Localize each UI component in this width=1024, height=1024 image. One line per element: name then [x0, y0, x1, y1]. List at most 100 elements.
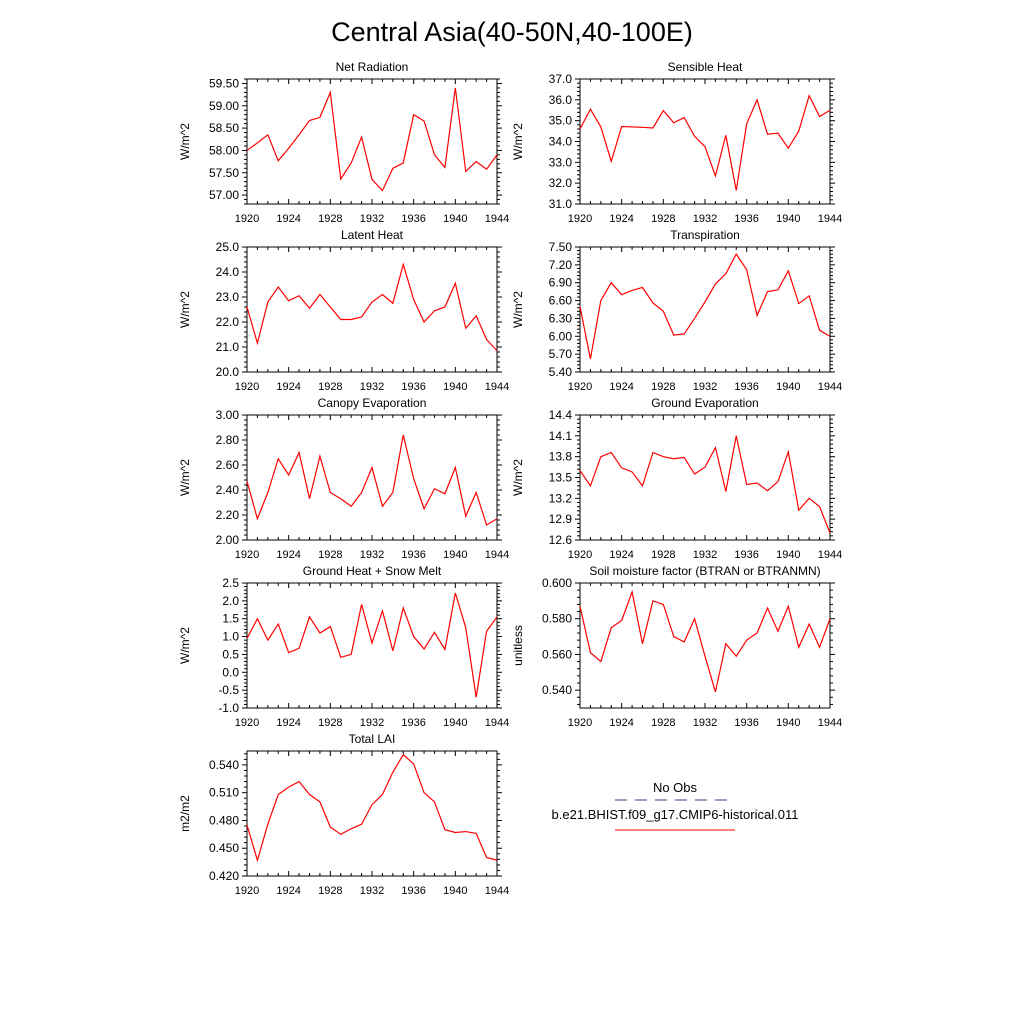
y-tick-label: 2.20	[216, 508, 240, 522]
x-tick-label: 1920	[235, 549, 259, 561]
y-tick-label: 6.00	[549, 329, 573, 343]
x-tick-label: 1940	[776, 717, 800, 729]
y-tick-label: 1.5	[222, 612, 239, 626]
panel-title: Transpiration	[670, 228, 740, 242]
y-tick-label: 0.5	[222, 647, 239, 661]
panel-total-lai: 1920 1924 1928 1932 1936 1940 1944 0.420 0.450 0.…	[178, 732, 509, 897]
x-tick-label: 1928	[318, 213, 342, 225]
x-tick-label: 1944	[485, 885, 509, 897]
panel-title: Ground Heat + Snow Melt	[303, 564, 442, 578]
x-tick-label: 1940	[776, 549, 800, 561]
x-tick-label: 1936	[401, 381, 425, 393]
x-tick-label: 1936	[401, 213, 425, 225]
y-tick-label: 21.0	[216, 340, 240, 354]
y-axis-label: W/m^2	[178, 123, 192, 160]
y-tick-label: 2.00	[216, 533, 240, 547]
x-tick-label: 1932	[693, 213, 717, 225]
x-tick-label: 1936	[734, 717, 758, 729]
x-tick-label: 1944	[485, 549, 509, 561]
panel-title: Net Radiation	[336, 60, 409, 74]
x-tick-label: 1932	[360, 885, 384, 897]
y-axis-label: m2/m2	[178, 795, 192, 832]
y-tick-label: 31.0	[549, 197, 573, 211]
panel-title: Soil moisture factor (BTRAN or BTRANMN)	[589, 564, 820, 578]
x-tick-label: 1920	[235, 885, 259, 897]
x-tick-label: 1928	[318, 549, 342, 561]
y-axis-label: W/m^2	[511, 459, 525, 496]
y-tick-label: 5.70	[549, 347, 573, 361]
panel-latent-heat: 1920 1924 1928 1932 1936 1940 1944 20.0 21.0 22.0…	[178, 228, 509, 393]
panel-ground-evaporation: 1920 1924 1928 1932 1936 1940 1944 12.6 12.9 13.2…	[511, 396, 842, 561]
series-line	[246, 753, 498, 863]
y-axis-label: W/m^2	[178, 291, 192, 328]
y-tick-label: 1.0	[222, 630, 239, 644]
y-tick-label: 24.0	[216, 265, 240, 279]
x-tick-label: 1936	[734, 213, 758, 225]
y-tick-label: 12.6	[549, 533, 573, 547]
y-tick-label: -1.0	[218, 701, 239, 715]
y-tick-label: 58.00	[209, 143, 239, 157]
x-tick-label: 1940	[443, 213, 467, 225]
x-tick-label: 1928	[651, 717, 675, 729]
x-tick-label: 1924	[276, 213, 300, 225]
y-tick-label: 7.20	[549, 258, 573, 272]
plot-frame	[246, 582, 498, 709]
x-tick-label: 1924	[609, 549, 633, 561]
x-tick-label: 1924	[609, 717, 633, 729]
panel-title: Canopy Evaporation	[318, 396, 427, 410]
x-tick-label: 1928	[651, 549, 675, 561]
y-tick-label: 14.1	[549, 429, 573, 443]
y-tick-label: 58.50	[209, 121, 239, 135]
y-tick-label: 0.0	[222, 665, 239, 679]
y-tick-label: 59.00	[209, 99, 239, 113]
y-tick-label: 57.00	[209, 188, 239, 202]
panel-transpiration: 1920 1924 1928 1932 1936 1940 1944 5.40 5.70 6.00…	[511, 228, 842, 393]
legend: No Obs b.e21.BHIST.f09_g17.CMIP6-histori…	[552, 780, 798, 831]
y-tick-label: 33.0	[549, 155, 573, 169]
x-tick-label: 1932	[360, 381, 384, 393]
panel-soil-moisture-factor-btran-or-btranmn: 1920 1924 1928 1932 1936 1940 1944 0.540 0.560 0.…	[511, 564, 842, 729]
series-line	[246, 592, 498, 698]
y-tick-label: 0.480	[209, 813, 239, 827]
y-tick-label: 34.0	[549, 135, 573, 149]
plot-frame	[246, 246, 498, 373]
x-tick-label: 1944	[818, 549, 842, 561]
y-tick-label: 23.0	[216, 290, 240, 304]
y-tick-label: 12.9	[549, 512, 573, 526]
y-tick-label: 5.40	[549, 365, 573, 379]
y-tick-label: 2.5	[222, 576, 239, 590]
x-tick-label: 1936	[401, 885, 425, 897]
y-tick-label: 0.560	[542, 647, 572, 661]
series-line	[246, 87, 498, 192]
y-tick-label: 13.2	[549, 491, 573, 505]
x-tick-label: 1928	[651, 213, 675, 225]
y-tick-label: 6.30	[549, 311, 573, 325]
series-line	[579, 252, 831, 360]
x-tick-label: 1940	[776, 381, 800, 393]
plot-frame	[579, 246, 831, 373]
y-axis-label: W/m^2	[511, 291, 525, 328]
y-tick-label: 22.0	[216, 315, 240, 329]
x-tick-label: 1936	[734, 549, 758, 561]
y-tick-label: 7.50	[549, 240, 573, 254]
x-tick-label: 1944	[485, 717, 509, 729]
panel-sensible-heat: 1920 1924 1928 1932 1936 1940 1944 31.0 32.0 33.0…	[511, 60, 842, 225]
x-tick-label: 1936	[734, 381, 758, 393]
x-tick-label: 1920	[568, 213, 592, 225]
x-tick-label: 1932	[693, 381, 717, 393]
y-axis-label: W/m^2	[178, 459, 192, 496]
x-tick-label: 1920	[235, 213, 259, 225]
x-tick-label: 1940	[443, 885, 467, 897]
panel-title: Latent Heat	[341, 228, 404, 242]
x-tick-label: 1924	[276, 549, 300, 561]
series-line	[579, 589, 831, 693]
x-tick-label: 1928	[318, 885, 342, 897]
y-tick-label: 2.40	[216, 483, 240, 497]
x-tick-label: 1920	[568, 717, 592, 729]
y-tick-label: 20.0	[216, 365, 240, 379]
x-tick-label: 1924	[609, 213, 633, 225]
x-tick-label: 1944	[818, 213, 842, 225]
series-line	[579, 435, 831, 534]
y-tick-label: 37.0	[549, 72, 573, 86]
x-tick-label: 1944	[485, 213, 509, 225]
